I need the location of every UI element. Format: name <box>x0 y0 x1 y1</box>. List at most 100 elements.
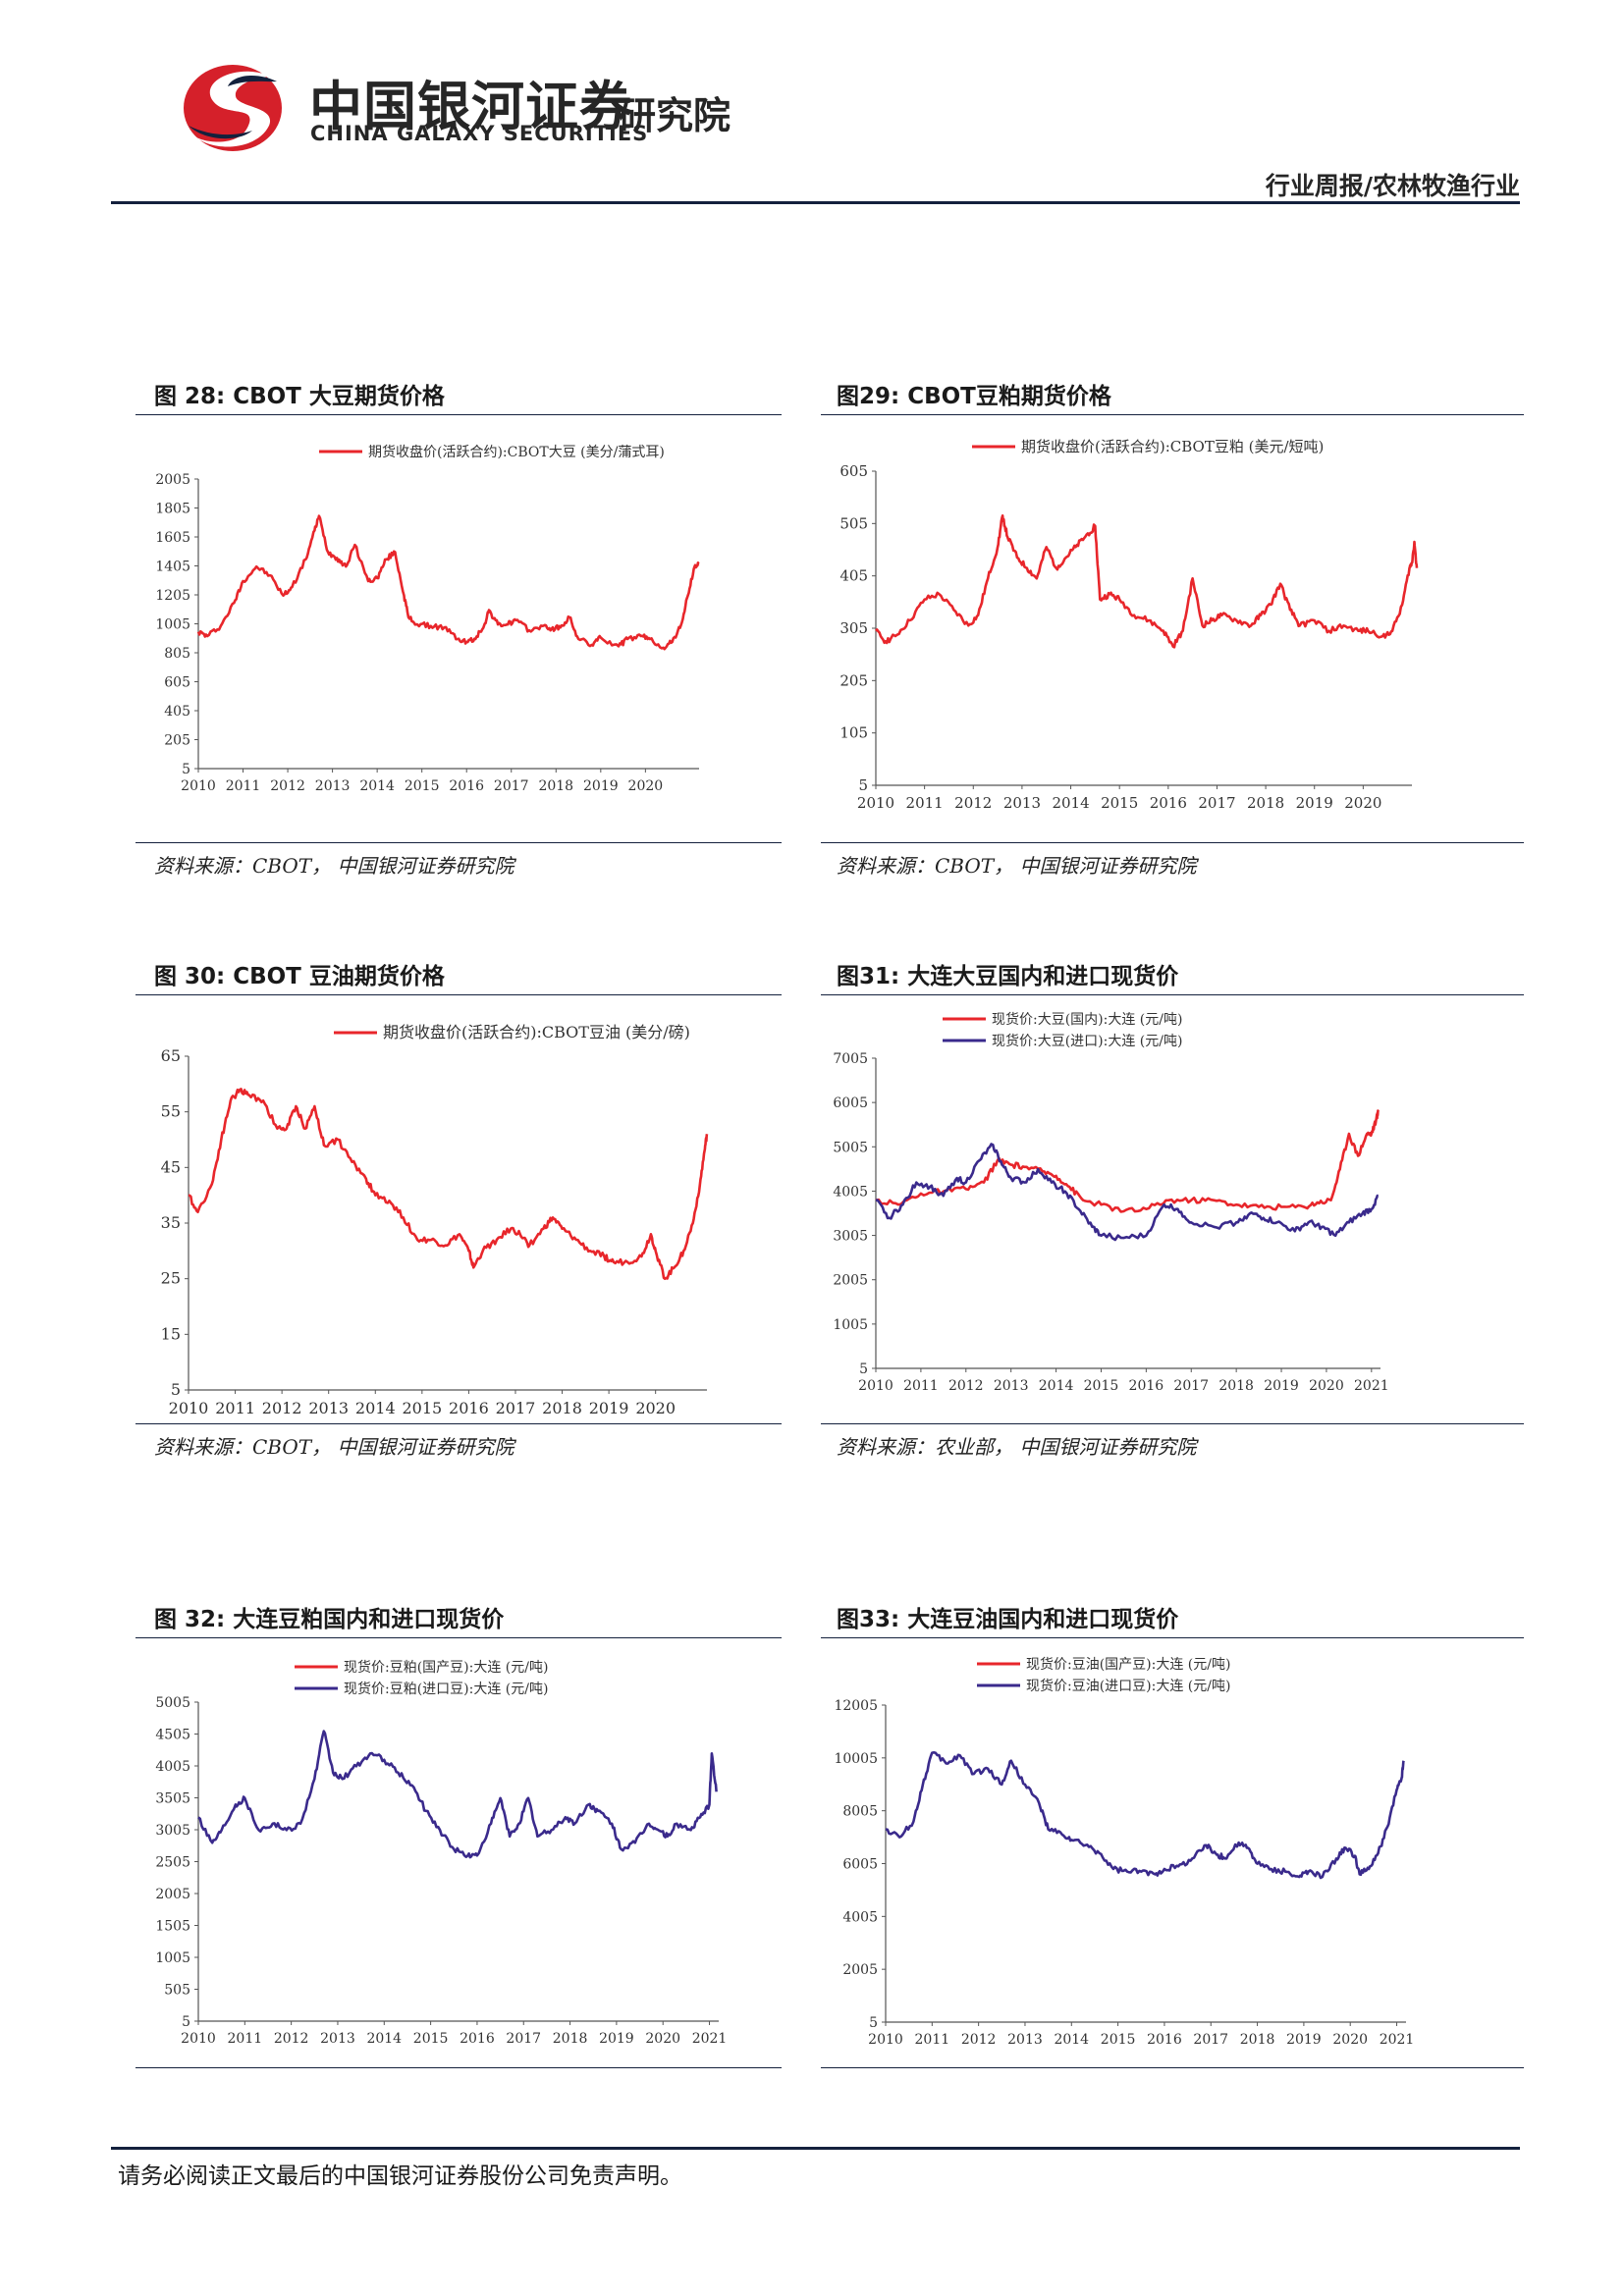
x-tick-label: 2017 <box>1193 2032 1228 2048</box>
x-tick-label: 2021 <box>1354 1378 1389 1394</box>
chart-cbot-soybean: 5 205 405 605 805 1005 1205 1405 1605 1805 2005 201… <box>155 444 700 794</box>
y-tick-label: 15 <box>161 1324 181 1343</box>
figure-title: 图29: CBOT豆粕期货价格 <box>837 384 1111 409</box>
y-tick-label: 205 <box>839 671 868 689</box>
x-tick-label: 2013 <box>994 1378 1029 1394</box>
legend-label: 现货价:豆油(国产豆):大连 (元/吨) <box>1026 1656 1230 1673</box>
y-tick-label: 55 <box>161 1102 181 1121</box>
x-tick-label: 2016 <box>449 1399 489 1417</box>
x-tick-label: 2016 <box>449 778 484 794</box>
x-tick-label: 2017 <box>496 1399 536 1417</box>
series-line <box>188 1088 709 1280</box>
legend-label: 现货价:大豆(国内):大连 (元/吨) <box>992 1011 1182 1028</box>
x-tick-label: 2020 <box>1332 2032 1368 2048</box>
y-tick-label: 5005 <box>155 1695 190 1711</box>
figure-rule <box>135 842 782 843</box>
legend-label: 期货收盘价(活跃合约):CBOT大豆 (美分/蒲式耳) <box>368 444 665 460</box>
legend-label: 现货价:豆油(进口豆):大连 (元/吨) <box>1026 1678 1230 1694</box>
y-tick-label: 1005 <box>155 1950 190 1966</box>
x-tick-label: 2015 <box>1084 1378 1119 1394</box>
x-tick-label: 2020 <box>628 778 664 794</box>
x-tick-label: 2020 <box>635 1399 676 1417</box>
x-tick-label: 2011 <box>228 2031 263 2047</box>
chart-dalian-soymeal: 5 505 1005 1505 2005 2505 3005 3505 4005 4505 5005… <box>155 1659 728 2047</box>
y-tick-label: 10005 <box>834 1751 878 1767</box>
chart-cbot-soymeal: 5 105 205 305 405 505 605 2010 2011 2012 2013 2014 2… <box>839 438 1419 812</box>
x-tick-label: 2018 <box>538 778 573 794</box>
figure-rule <box>135 414 782 415</box>
x-tick-label: 2012 <box>954 794 992 812</box>
figure-rule <box>135 2067 782 2068</box>
brand-name-en: CHINA GALAXY SECURITIES <box>310 122 649 145</box>
x-tick-label: 2015 <box>1101 794 1138 812</box>
y-tick-label: 205 <box>164 733 190 749</box>
header-divider <box>111 201 1520 204</box>
y-tick-label: 65 <box>161 1046 181 1065</box>
x-tick-label: 2011 <box>903 1378 939 1394</box>
x-tick-label: 2010 <box>169 1399 209 1417</box>
x-tick-label: 2010 <box>181 778 216 794</box>
legend-label: 期货收盘价(活跃合约):CBOT豆油 (美分/磅) <box>383 1023 690 1041</box>
x-tick-label: 2013 <box>1003 794 1041 812</box>
figure-rule <box>821 842 1524 843</box>
x-tick-label: 2018 <box>1247 794 1284 812</box>
x-tick-label: 2016 <box>1147 2032 1182 2048</box>
y-tick-label: 5 <box>869 2015 878 2031</box>
x-tick-label: 2012 <box>961 2032 997 2048</box>
x-tick-label: 2014 <box>355 1399 396 1417</box>
y-tick-label: 4005 <box>155 1759 190 1775</box>
x-tick-label: 2012 <box>262 1399 302 1417</box>
series-line <box>197 1730 718 1859</box>
x-tick-label: 2019 <box>583 778 619 794</box>
x-tick-label: 2011 <box>906 794 944 812</box>
y-tick-label: 45 <box>161 1157 181 1176</box>
series-line <box>875 1109 1380 1213</box>
legend-label: 现货价:豆粕(进口豆):大连 (元/吨) <box>344 1681 548 1697</box>
y-tick-label: 5005 <box>833 1140 868 1155</box>
figure-title: 图 32: 大连豆粕国内和进口现货价 <box>154 1607 505 1632</box>
x-tick-label: 2020 <box>645 2031 680 2047</box>
x-tick-label: 2020 <box>1344 794 1381 812</box>
x-tick-label: 2015 <box>402 1399 442 1417</box>
x-tick-label: 2016 <box>460 2031 495 2047</box>
figure-rule <box>821 414 1524 415</box>
y-tick-label: 5 <box>171 1380 181 1399</box>
figure-title: 图31: 大连大豆国内和进口现货价 <box>837 964 1179 989</box>
x-tick-label: 2017 <box>506 2031 541 2047</box>
figure-rule <box>135 1423 782 1424</box>
y-tick-label: 1805 <box>155 502 190 517</box>
x-tick-label: 2013 <box>315 778 351 794</box>
x-tick-label: 2021 <box>692 2031 728 2047</box>
chart-cbot-soyoil: 5 15 25 35 45 55 65 2010 2011 2012 2013 2014 2015 201… <box>161 1023 709 1417</box>
x-tick-label: 2018 <box>542 1399 582 1417</box>
y-tick-label: 505 <box>164 1983 190 1999</box>
x-tick-label: 2014 <box>366 2031 402 2047</box>
y-tick-label: 5 <box>182 762 190 777</box>
y-tick-label: 1405 <box>155 560 190 575</box>
brand-institute: 研究院 <box>619 94 731 137</box>
y-tick-label: 4005 <box>842 1909 878 1925</box>
y-tick-label: 1005 <box>833 1317 868 1333</box>
y-tick-label: 2505 <box>155 1855 190 1871</box>
y-tick-label: 405 <box>839 567 868 585</box>
y-tick-label: 2005 <box>833 1273 868 1289</box>
y-tick-label: 805 <box>164 646 190 662</box>
x-tick-label: 2015 <box>1101 2032 1136 2048</box>
x-tick-label: 2017 <box>494 778 529 794</box>
x-tick-label: 2018 <box>553 2031 588 2047</box>
figure-source: 资料来源：CBOT， 中国银河证券研究院 <box>154 1435 514 1459</box>
x-tick-label: 2019 <box>1296 794 1333 812</box>
y-tick-label: 4505 <box>155 1728 190 1743</box>
x-tick-label: 2021 <box>1380 2032 1415 2048</box>
x-tick-label: 2014 <box>1039 1378 1074 1394</box>
x-tick-label: 2011 <box>226 778 261 794</box>
x-tick-label: 2013 <box>308 1399 349 1417</box>
figure-rule <box>821 2067 1524 2068</box>
figure-rule <box>821 1637 1524 1638</box>
chart-dalian-soyoil: 5 2005 4005 6005 8005 10005 12005 2010 2011 2012 2… <box>834 1656 1415 2048</box>
x-tick-label: 2010 <box>857 794 894 812</box>
y-tick-label: 25 <box>161 1269 181 1288</box>
figure-title: 图33: 大连豆油国内和进口现货价 <box>837 1607 1179 1632</box>
x-tick-label: 2011 <box>215 1399 255 1417</box>
figure-source: 资料来源：农业部， 中国银河证券研究院 <box>837 1435 1197 1459</box>
